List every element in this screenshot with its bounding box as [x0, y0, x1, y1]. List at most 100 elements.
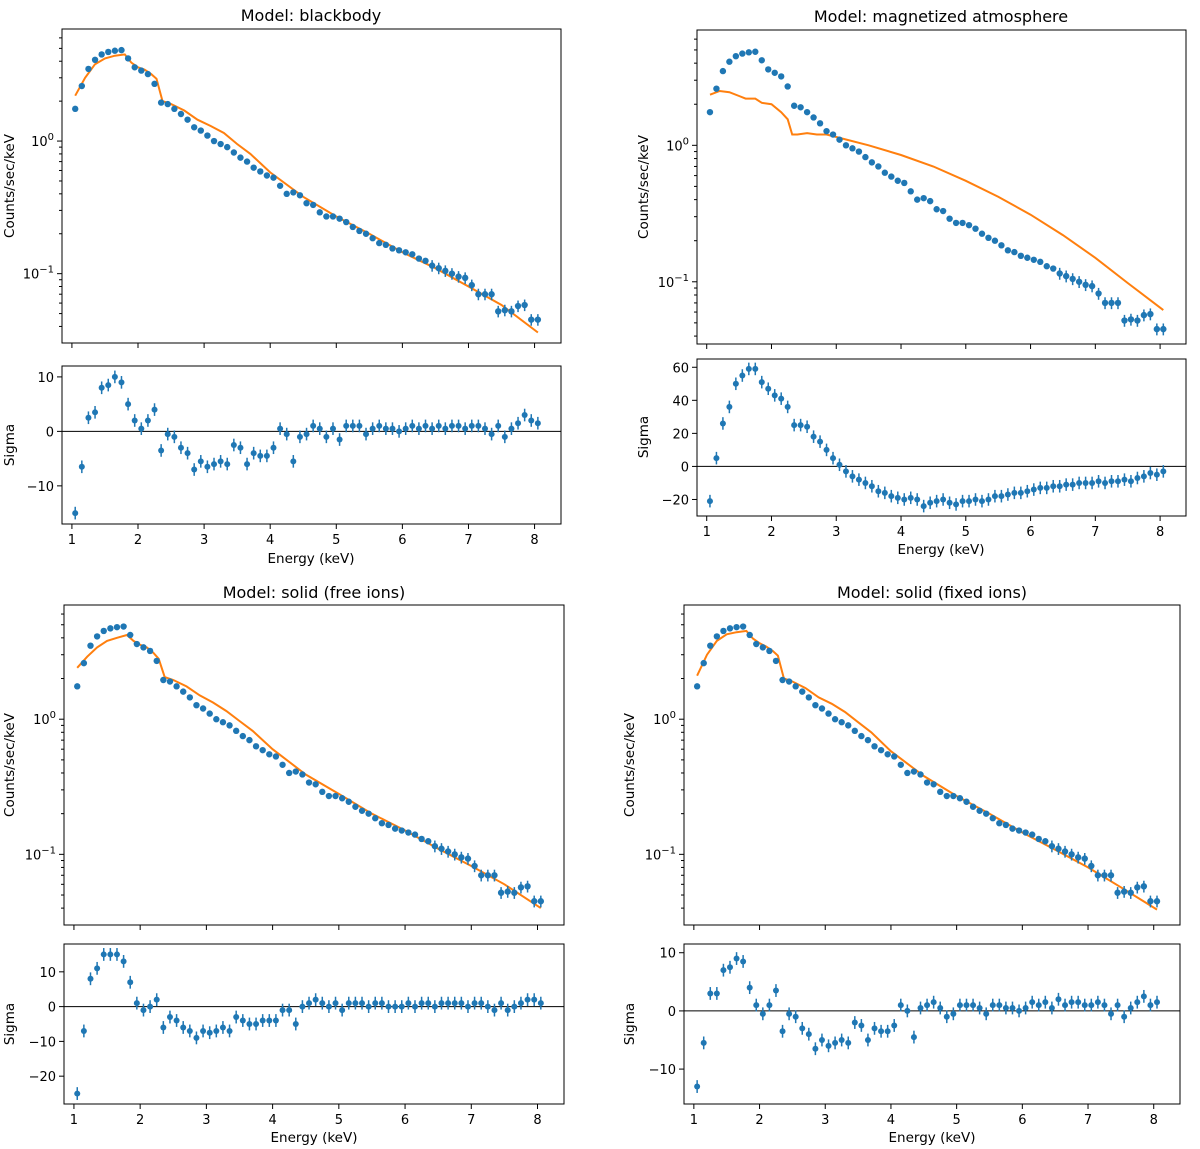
- residual-point: [405, 1000, 412, 1007]
- residual-point: [120, 958, 127, 965]
- data-point: [184, 116, 191, 123]
- data-point: [1127, 889, 1134, 896]
- x-axis-label: Energy (keV): [898, 542, 985, 558]
- data-point: [777, 73, 785, 80]
- y-tick-label: 0: [668, 1005, 676, 1020]
- residual-point: [1076, 479, 1083, 486]
- data-point: [1009, 825, 1016, 832]
- data-point: [358, 807, 366, 814]
- data-point: [719, 67, 727, 75]
- residual-point: [812, 1045, 819, 1052]
- residual-point: [1094, 999, 1101, 1006]
- x-tick-label: 4: [897, 525, 905, 540]
- residual-axes-frame: [61, 365, 562, 525]
- residual-point: [1121, 476, 1128, 483]
- x-tick-label: 3: [200, 533, 208, 548]
- data-point: [138, 67, 145, 74]
- residual-point: [233, 1014, 240, 1021]
- residual-point: [920, 503, 927, 510]
- data-point: [435, 264, 442, 272]
- data-point: [1002, 821, 1010, 829]
- data-point: [785, 678, 793, 685]
- data-point: [232, 727, 240, 735]
- data-point: [160, 676, 167, 684]
- data-point: [758, 57, 765, 64]
- data-point: [1043, 263, 1050, 270]
- data-point: [140, 644, 147, 651]
- y-axis-label: Counts/sec/keV: [2, 712, 18, 817]
- residual-point: [946, 499, 953, 506]
- residual-point: [1081, 1002, 1088, 1009]
- residual-point: [325, 1003, 332, 1010]
- data-point: [120, 623, 127, 630]
- residual-point: [745, 365, 752, 372]
- x-tick-label: 3: [832, 525, 840, 540]
- residual-point: [100, 951, 107, 958]
- residual-axes-frame: [63, 943, 565, 1105]
- x-tick-label: 5: [962, 525, 970, 540]
- residual-point: [431, 1003, 438, 1010]
- residual-axes-frame: [696, 358, 1187, 517]
- data-point: [864, 736, 872, 744]
- data-point: [511, 889, 518, 896]
- data-point: [270, 174, 277, 181]
- residual-point: [1068, 999, 1075, 1006]
- residual-point: [389, 425, 396, 432]
- data-point: [946, 215, 953, 222]
- residual-y-axis-label: Sigma: [622, 1003, 638, 1045]
- y-tick-label: 20: [672, 427, 689, 442]
- residual-point: [239, 1017, 246, 1024]
- residual-point: [409, 422, 416, 429]
- data-point: [901, 179, 908, 187]
- residual-point: [173, 1017, 180, 1024]
- data-point: [1088, 282, 1096, 290]
- data-point: [1022, 829, 1029, 836]
- data-point: [917, 771, 924, 778]
- residual-point: [804, 423, 811, 430]
- residual-point: [171, 433, 178, 440]
- residual-point: [858, 1022, 865, 1029]
- residual-point: [989, 1002, 996, 1009]
- data-point: [1094, 872, 1102, 879]
- data-point: [810, 114, 817, 121]
- data-point: [855, 148, 863, 155]
- data-point: [87, 642, 94, 649]
- data-point: [398, 827, 405, 834]
- data-point: [362, 230, 370, 237]
- data-point: [998, 242, 1005, 249]
- data-point: [352, 803, 359, 810]
- residual-point: [244, 461, 251, 468]
- residual-point: [105, 382, 112, 389]
- x-tick-label: 4: [266, 533, 274, 548]
- data-point: [230, 149, 238, 156]
- residual-point: [924, 1002, 931, 1009]
- residual-point: [468, 422, 475, 429]
- data-point: [107, 625, 114, 632]
- data-point: [799, 688, 806, 695]
- data-point: [790, 102, 798, 109]
- residual-point: [127, 979, 134, 986]
- x-tick-label: 3: [202, 1113, 210, 1128]
- residual-point: [959, 498, 966, 505]
- residual-point: [488, 431, 495, 438]
- x-tick-label: 7: [1084, 1113, 1092, 1128]
- residual-point: [392, 1003, 399, 1010]
- residual-point: [78, 463, 85, 470]
- residual-point: [411, 1003, 418, 1010]
- residual-point: [1024, 488, 1031, 495]
- residual-point: [369, 425, 376, 432]
- panel-title: Model: magnetized atmosphere: [814, 7, 1068, 26]
- x-tick-label: 6: [1018, 1113, 1026, 1128]
- data-point: [166, 678, 174, 685]
- residual-point: [94, 965, 101, 972]
- residual-point: [292, 1021, 299, 1027]
- data-point: [1037, 258, 1044, 266]
- x-tick-label: 8: [1150, 1113, 1158, 1128]
- y-axis-label: Counts/sec/keV: [2, 133, 18, 238]
- x-tick-label: 5: [332, 533, 340, 548]
- data-point: [1042, 838, 1049, 845]
- residual-point: [1048, 1005, 1055, 1011]
- data-point: [438, 845, 445, 852]
- data-point: [266, 751, 273, 758]
- residual-point: [799, 1025, 806, 1032]
